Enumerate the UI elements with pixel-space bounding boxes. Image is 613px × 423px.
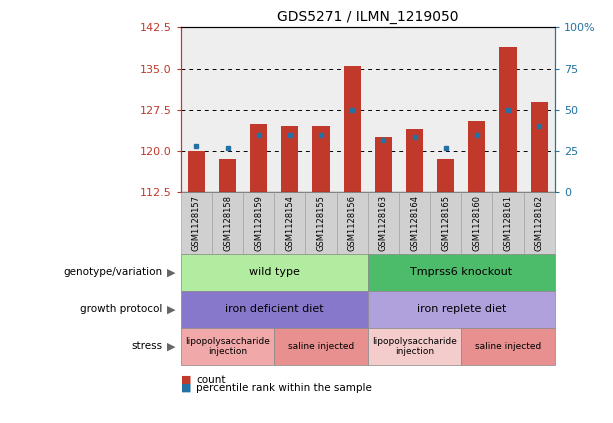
Text: iron deficient diet: iron deficient diet bbox=[225, 304, 324, 314]
Bar bbox=[375, 137, 392, 192]
Bar bbox=[430, 27, 462, 192]
Text: percentile rank within the sample: percentile rank within the sample bbox=[196, 383, 372, 393]
Text: GSM1128155: GSM1128155 bbox=[316, 195, 326, 251]
Text: saline injected: saline injected bbox=[288, 342, 354, 351]
Text: saline injected: saline injected bbox=[475, 342, 541, 351]
Text: ■: ■ bbox=[181, 383, 191, 393]
Text: stress: stress bbox=[131, 341, 162, 352]
Text: GSM1128163: GSM1128163 bbox=[379, 195, 388, 251]
Text: GSM1128158: GSM1128158 bbox=[223, 195, 232, 251]
Bar bbox=[344, 66, 361, 192]
Text: GSM1128156: GSM1128156 bbox=[348, 195, 357, 251]
Text: GSM1128161: GSM1128161 bbox=[503, 195, 512, 251]
Bar bbox=[275, 27, 305, 192]
Bar bbox=[212, 27, 243, 192]
Bar bbox=[188, 151, 205, 192]
Bar bbox=[461, 27, 492, 192]
Text: count: count bbox=[196, 375, 226, 385]
Bar bbox=[337, 27, 368, 192]
Text: ▶: ▶ bbox=[167, 267, 176, 277]
Text: ▶: ▶ bbox=[167, 341, 176, 352]
Text: GSM1128154: GSM1128154 bbox=[286, 195, 294, 251]
Text: wild type: wild type bbox=[249, 267, 300, 277]
Bar bbox=[250, 124, 267, 192]
Text: GSM1128164: GSM1128164 bbox=[410, 195, 419, 251]
Bar bbox=[399, 27, 430, 192]
Text: GSM1128165: GSM1128165 bbox=[441, 195, 450, 251]
Text: genotype/variation: genotype/variation bbox=[63, 267, 162, 277]
Bar bbox=[368, 27, 399, 192]
Text: ▶: ▶ bbox=[167, 304, 176, 314]
Text: lipopolysaccharide
injection: lipopolysaccharide injection bbox=[185, 337, 270, 356]
Bar bbox=[406, 129, 423, 192]
Text: iron replete diet: iron replete diet bbox=[417, 304, 506, 314]
Text: GSM1128162: GSM1128162 bbox=[535, 195, 544, 251]
Bar bbox=[181, 27, 212, 192]
Bar bbox=[492, 27, 524, 192]
Bar bbox=[531, 102, 548, 192]
Text: GSM1128159: GSM1128159 bbox=[254, 195, 263, 251]
Text: ■: ■ bbox=[181, 375, 191, 385]
Title: GDS5271 / ILMN_1219050: GDS5271 / ILMN_1219050 bbox=[277, 10, 459, 24]
Text: GSM1128157: GSM1128157 bbox=[192, 195, 201, 251]
Text: GSM1128160: GSM1128160 bbox=[473, 195, 481, 251]
Bar bbox=[305, 27, 337, 192]
Bar bbox=[437, 159, 454, 192]
Text: Tmprss6 knockout: Tmprss6 knockout bbox=[410, 267, 512, 277]
Bar bbox=[219, 159, 236, 192]
Bar bbox=[468, 121, 485, 192]
Text: lipopolysaccharide
injection: lipopolysaccharide injection bbox=[372, 337, 457, 356]
Bar bbox=[524, 27, 555, 192]
Bar bbox=[313, 126, 330, 192]
Bar bbox=[281, 126, 299, 192]
Text: growth protocol: growth protocol bbox=[80, 304, 162, 314]
Bar bbox=[243, 27, 275, 192]
Bar bbox=[500, 47, 517, 192]
